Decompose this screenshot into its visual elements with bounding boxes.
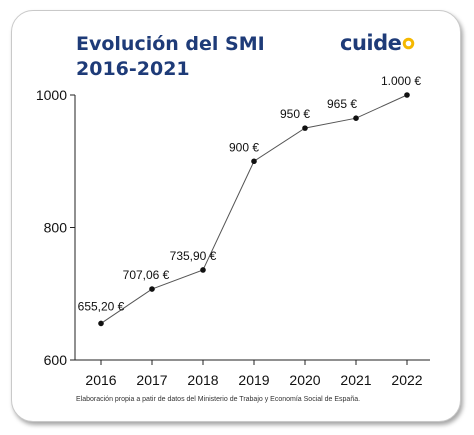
data-label: 1.000 € <box>381 74 421 88</box>
x-tick-label: 2019 <box>238 372 269 388</box>
data-point <box>98 320 104 327</box>
data-label: 965 € <box>327 97 357 111</box>
x-tick-label: 2016 <box>85 372 116 388</box>
data-label: 707,06 € <box>123 268 170 282</box>
x-tick-label: 2022 <box>391 372 422 388</box>
data-point <box>404 92 410 98</box>
data-label: 900 € <box>229 140 259 154</box>
logo-text: cuide <box>340 31 402 55</box>
data-point <box>149 286 155 292</box>
data-label: 735,90 € <box>170 249 217 263</box>
chart-title: Evolución del SMI 2016-2021 <box>76 32 265 82</box>
o-ring-icon <box>403 37 415 49</box>
x-tick-label: 2018 <box>187 372 218 388</box>
x-tick-label: 2021 <box>340 372 371 388</box>
y-tick-label: 1000 <box>36 87 67 103</box>
chart-title-line-1: Evolución del SMI <box>76 33 265 55</box>
cuideo-logo: cuide <box>340 30 415 58</box>
data-point <box>200 267 206 273</box>
x-tick-label: 2020 <box>289 372 320 388</box>
data-label: 655,20 € <box>78 299 125 313</box>
series-line <box>100 94 408 324</box>
y-tick-label: 600 <box>44 352 68 368</box>
chart-data-labels: 655,20 € 707,06 €735,90 € 900 € 950 € 965 € 1… <box>78 74 422 313</box>
chart-axes: 600 800 1000 2016 2017 2018 2019 2020 2021 2022 <box>36 87 430 388</box>
source-note: Elaboración propia a patir de datos del … <box>76 396 361 403</box>
chart-series <box>98 92 410 327</box>
chart-title-line-2: 2016-2021 <box>76 58 190 80</box>
data-point <box>302 125 308 131</box>
data-point <box>353 115 359 121</box>
data-point <box>251 158 257 165</box>
chart-card <box>11 10 461 422</box>
data-label: 950 € <box>280 107 310 121</box>
x-tick-label: 2017 <box>136 372 167 388</box>
y-tick-label: 800 <box>44 220 68 236</box>
